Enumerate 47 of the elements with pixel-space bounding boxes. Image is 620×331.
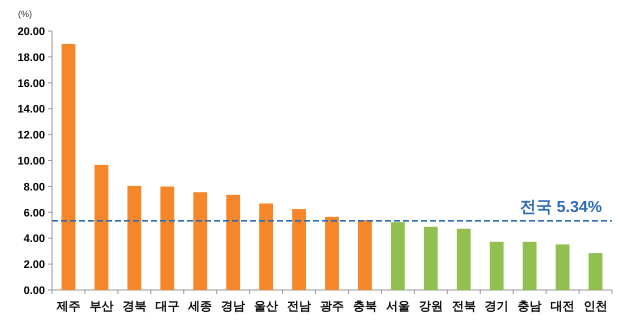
bar — [456, 228, 471, 290]
x-tick-label: 경남 — [221, 299, 246, 313]
x-tick-label: 경북 — [122, 299, 146, 313]
y-tick-label: 12.00 — [17, 130, 45, 142]
bar — [325, 216, 339, 290]
x-tick-label: 충북 — [352, 299, 377, 313]
x-tick-label: 인천 — [584, 299, 608, 313]
y-tick-label: 4.00 — [24, 233, 45, 246]
x-tick-label: 울산 — [254, 299, 278, 313]
bar — [358, 220, 372, 290]
y-axis-title: (%) — [18, 9, 32, 19]
bar — [522, 242, 537, 290]
x-tick-label: 대전 — [550, 299, 575, 313]
x-tick-label: 전북 — [452, 299, 476, 313]
x-tick-label: 제주 — [55, 299, 80, 313]
x-tick-label: 부산 — [89, 299, 114, 313]
y-tick-label: 0.00 — [24, 285, 45, 297]
ref-line-label: 전국 5.34% — [520, 198, 602, 216]
bar — [127, 186, 142, 290]
bar — [490, 242, 504, 290]
y-tick-label: 20.00 — [17, 26, 45, 38]
x-tick-label: 경기 — [484, 299, 509, 313]
y-tick-label: 14.00 — [17, 104, 45, 116]
bar — [226, 194, 240, 290]
x-tick-label: 전남 — [287, 299, 312, 313]
y-tick-label: 6.00 — [24, 207, 45, 220]
bar — [259, 203, 274, 290]
x-tick-label: 충남 — [518, 299, 542, 313]
bar — [193, 192, 208, 290]
y-tick-label: 8.00 — [24, 181, 45, 194]
y-tick-label: 16.00 — [17, 78, 45, 90]
bar — [62, 44, 76, 290]
x-tick-label: 서울 — [386, 299, 410, 313]
bar — [390, 222, 405, 290]
bar — [292, 209, 306, 290]
bar — [94, 164, 108, 290]
bar — [160, 186, 174, 290]
x-tick-label: 광주 — [320, 299, 344, 313]
y-tick-label: 10.00 — [17, 156, 45, 168]
y-tick-label: 2.00 — [24, 259, 45, 272]
bar — [424, 226, 438, 290]
x-tick-label: 강원 — [418, 299, 443, 313]
bar — [556, 244, 570, 290]
y-tick-label: 18.00 — [17, 52, 45, 64]
bar — [588, 253, 602, 290]
x-tick-label: 세종 — [187, 299, 212, 313]
x-tick-label: 대구 — [155, 299, 180, 313]
